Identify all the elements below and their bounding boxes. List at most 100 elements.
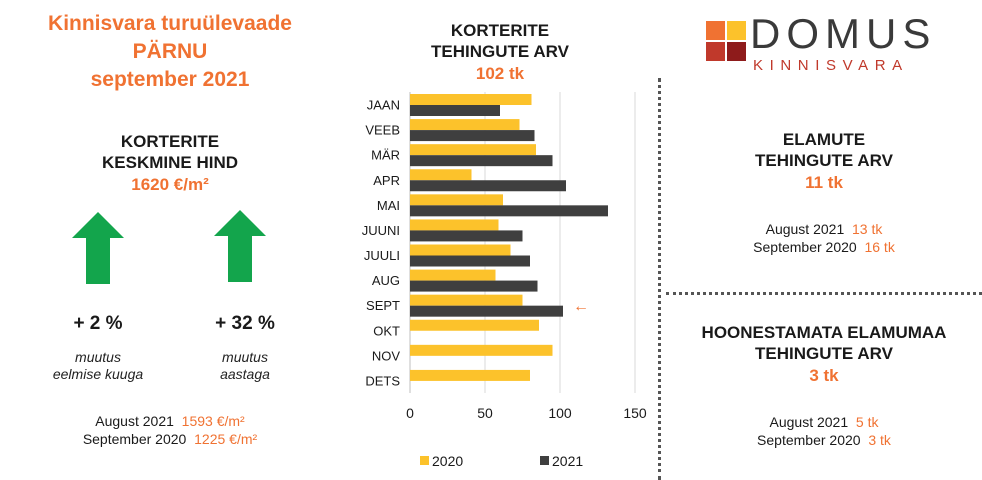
comparison-label: August 2021: [95, 413, 174, 429]
bar-2020-veeb: [410, 119, 520, 131]
bar-2021-aug: [410, 280, 538, 292]
bar-2021-jaan: [410, 105, 500, 116]
apartments-bar-chart: ← JAAN VEEB MÄR APR MAI JUUNI JUULI AUG SEPT OKT N…: [362, 92, 647, 469]
monthly-change: + 2 %: [73, 313, 123, 334]
comparison-label: August 2021: [765, 221, 845, 237]
comparison-row: August 2021 5 tk: [666, 413, 982, 431]
x-tick-label: 50: [477, 405, 493, 421]
yearly-label-line2: aastaga: [220, 366, 270, 382]
comparison-label: September 2020: [753, 239, 857, 255]
legend-swatch-2021: [540, 456, 549, 465]
comparison-row: August 2021 1593 €/m²: [0, 412, 340, 430]
bar-2020-aug: [410, 269, 496, 281]
land-value: 3 tk: [809, 366, 839, 385]
land-title: HOONESTAMATA ELAMUMAA TEHINGUTE ARV: [666, 322, 982, 364]
comparison-value: 1593 €/m²: [181, 413, 245, 429]
arrow-up-icon: [72, 212, 124, 284]
bar-2021-juuni: [410, 230, 523, 242]
comparison-value: 5 tk: [855, 414, 879, 430]
bar-2020-sept: [410, 294, 523, 306]
category-label: JUULI: [364, 248, 400, 263]
avg-price-value: 1620 €/m²: [131, 175, 209, 194]
avg-price-title: KORTERITE KESKMINE HIND: [0, 131, 340, 173]
houses-title: ELAMUTE TEHINGUTE ARV: [666, 129, 982, 171]
comparison-label: September 2020: [82, 431, 187, 447]
comparison-label: September 2020: [757, 432, 861, 448]
category-label: OKT: [373, 323, 400, 338]
category-label: VEEB: [365, 123, 400, 138]
comparison-row: September 2020 16 tk: [666, 238, 982, 256]
bar-2020-nov: [410, 344, 553, 356]
bar-2021-sept: [410, 305, 563, 317]
bar-2020-juuni: [410, 219, 499, 231]
bar-2020-apr: [410, 169, 472, 181]
horizontal-divider: [666, 292, 982, 295]
bar-2020-jaan: [410, 94, 532, 105]
report-title-line3: september 2021: [90, 68, 250, 91]
houses-value: 11 tk: [805, 173, 843, 192]
category-label: AUG: [372, 273, 400, 288]
houses-title-line1: ELAMUTE: [782, 130, 866, 149]
bar-2021-mai: [410, 205, 608, 217]
legend-label: 2021: [552, 453, 583, 469]
category-label: JUUNI: [362, 223, 400, 238]
comparison-row: September 2020 1225 €/m²: [0, 430, 340, 448]
x-tick-label: 0: [406, 405, 414, 421]
bar-2020-mär: [410, 144, 536, 156]
report-title-line1: Kinnisvara turuülevaade: [48, 12, 292, 35]
category-label: JAAN: [367, 98, 400, 113]
bar-2021-apr: [410, 180, 566, 192]
report-title-line2: PÄRNU: [132, 40, 208, 63]
bar-2020-okt: [410, 319, 539, 331]
bar-2021-veeb: [410, 130, 535, 142]
comparison-value: 1225 €/m²: [194, 431, 258, 447]
comparison-value: 16 tk: [864, 239, 895, 255]
land-title-line2: TEHINGUTE ARV: [755, 344, 893, 363]
land-comparisons: August 2021 5 tk September 2020 3 tk: [666, 413, 982, 449]
x-tick-label: 100: [548, 405, 572, 421]
comparison-row: September 2020 3 tk: [666, 431, 982, 449]
monthly-change-label: muutus eelmise kuuga: [28, 349, 168, 383]
apartments-title-line2: TEHINGUTE ARV: [431, 42, 569, 61]
apartments-title-line1: KORTERITE: [450, 21, 550, 40]
monthly-label-line2: eelmise kuuga: [52, 366, 144, 382]
comparison-value: 13 tk: [852, 221, 883, 237]
bar-2021-mär: [410, 155, 553, 167]
logo-word: DOMUS: [750, 10, 937, 57]
category-label: MAI: [377, 198, 400, 213]
comparison-label: August 2021: [769, 414, 849, 430]
avg-price-comparisons: August 2021 1593 €/m² September 2020 122…: [0, 412, 340, 448]
arrow-up-icon: [214, 210, 266, 282]
logo-square: [706, 21, 725, 40]
yearly-label-line1: muutus: [222, 349, 268, 365]
logo-square: [727, 42, 746, 61]
land-title-line1: HOONESTAMATA ELAMUMAA: [701, 323, 947, 342]
logo-square: [727, 21, 746, 40]
logo-subtitle: KINNISVARA: [753, 57, 909, 74]
domus-logo: DOMUS KINNISVARA: [698, 8, 978, 78]
category-label: APR: [373, 173, 400, 188]
monthly-label-line1: muutus: [75, 349, 121, 365]
avg-price-title-line2: KESKMINE HIND: [101, 153, 238, 172]
category-label: MÄR: [371, 148, 400, 163]
category-label: NOV: [372, 348, 401, 363]
apartments-chart-title: KORTERITE TEHINGUTE ARV: [395, 20, 605, 62]
bar-2020-dets: [410, 369, 530, 381]
legend-label: 2020: [432, 453, 463, 469]
vertical-divider: [658, 78, 661, 480]
report-title: Kinnisvara turuülevaade PÄRNU september …: [0, 10, 340, 94]
bar-2020-mai: [410, 194, 503, 206]
avg-price-title-line1: KORTERITE: [120, 132, 220, 151]
highlight-arrow-icon: ←: [573, 298, 589, 315]
yearly-change: + 32 %: [215, 313, 275, 334]
apartments-total: 102 tk: [475, 64, 525, 83]
legend-swatch-2020: [420, 456, 429, 465]
category-label: DETS: [365, 373, 400, 388]
x-tick-label: 150: [623, 405, 647, 421]
yearly-change-label: muutus aastaga: [175, 349, 315, 383]
category-label: SEPT: [366, 298, 400, 313]
bar-2020-juuli: [410, 244, 511, 256]
logo-square: [706, 42, 725, 61]
comparison-row: August 2021 13 tk: [666, 220, 982, 238]
houses-title-line2: TEHINGUTE ARV: [755, 151, 893, 170]
